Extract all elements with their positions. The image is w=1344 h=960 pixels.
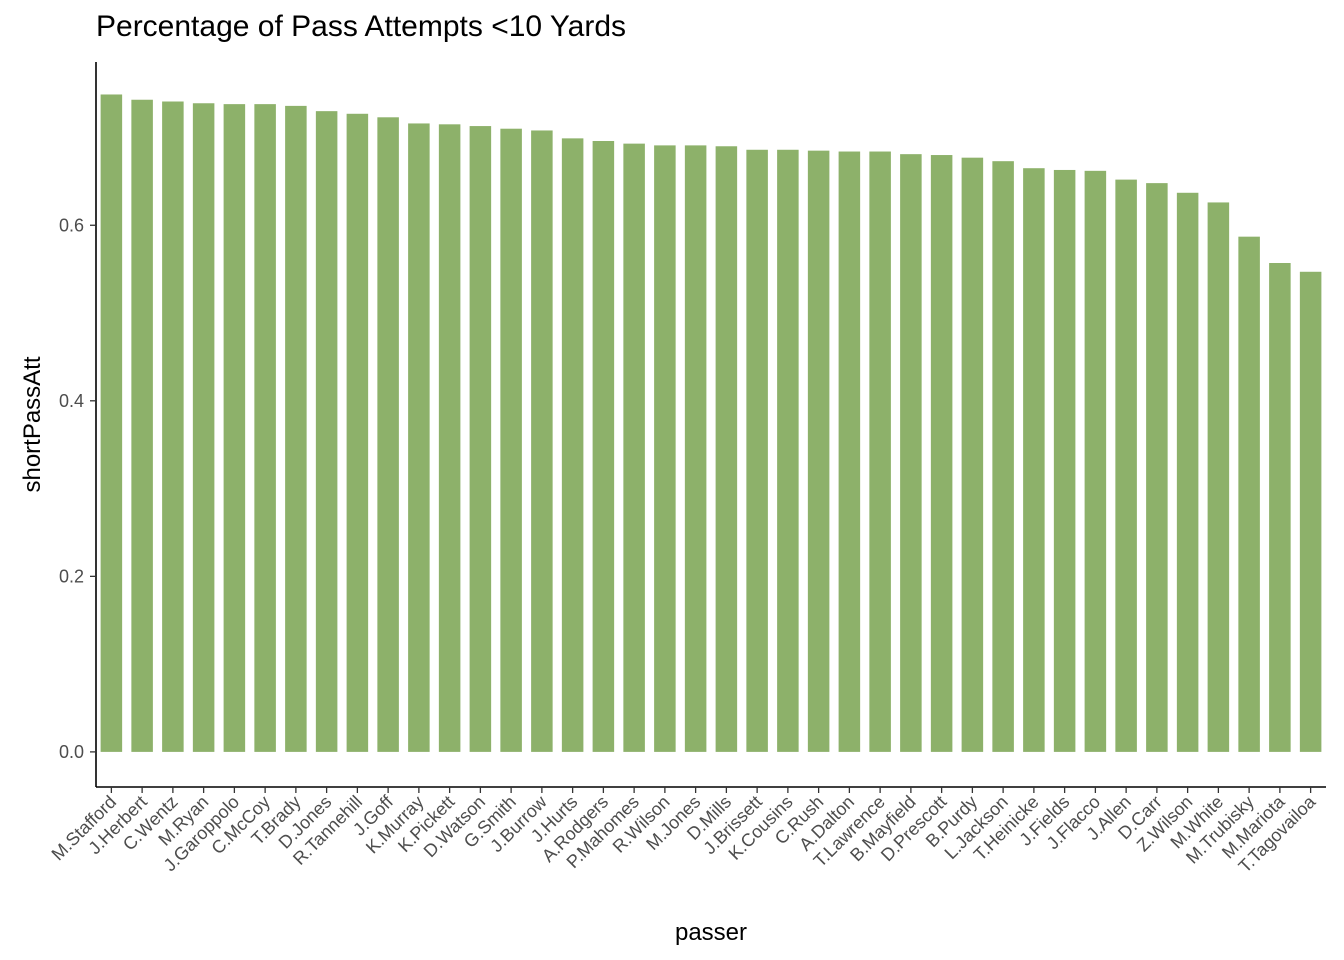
bar-C.Rush <box>807 150 830 752</box>
bar-C.Wentz <box>162 101 184 752</box>
x-axis-title: passer <box>675 919 747 946</box>
bar-M.Jones <box>684 145 707 752</box>
bar-T.Heinicke <box>1023 168 1045 752</box>
bar-D.Carr <box>1146 183 1168 752</box>
bar-K.Pickett <box>438 124 461 752</box>
chart-title: Percentage of Pass Attempts <10 Yards <box>96 10 627 43</box>
bar-B.Mayfield <box>900 154 922 752</box>
bar-J.Hurts <box>561 138 584 752</box>
bar-A.Rodgers <box>592 140 615 752</box>
bar-J.Burrow <box>531 130 553 752</box>
bar-R.Tannehill <box>346 113 369 752</box>
y-axis-title: shortPassAtt <box>19 356 46 492</box>
bar-J.Fields <box>1053 169 1076 752</box>
bar-T.Tagovailoa <box>1299 271 1322 752</box>
bar-G.Smith <box>500 128 522 752</box>
bar-J.Flacco <box>1084 170 1107 752</box>
bar-J.Garoppolo <box>223 104 246 752</box>
bar-K.Murray <box>408 123 430 752</box>
bar-D.Jones <box>315 111 338 752</box>
bar-C.McCoy <box>254 104 276 752</box>
y-tick-label: 0.6 <box>59 215 84 235</box>
bar-M.White <box>1207 202 1230 752</box>
y-tick-label: 0.0 <box>59 742 84 762</box>
y-tick-label: 0.2 <box>59 566 84 586</box>
bar-R.Wilson <box>654 145 676 752</box>
x-axis-ticks: M.StaffordJ.HerbertC.WentzM.RyanJ.Garopp… <box>48 787 1320 877</box>
bar-T.Lawrence <box>869 151 891 752</box>
bar-T.Brady <box>285 105 307 752</box>
bar-M.Mariota <box>1269 262 1291 752</box>
bar-M.Trubisky <box>1238 236 1260 752</box>
bar-D.Watson <box>469 126 492 752</box>
y-axis-ticks: 0.0 0.2 0.4 0.6 <box>59 215 96 762</box>
bar-D.Mills <box>715 146 738 752</box>
bar-B.Purdy <box>961 157 984 752</box>
y-tick-label: 0.4 <box>59 391 84 411</box>
bar-J.Brissett <box>746 149 768 752</box>
bar-M.Stafford <box>100 94 123 752</box>
bar-P.Mahomes <box>623 143 645 752</box>
bar-Z.Wilson <box>1176 192 1199 752</box>
bar-J.Goff <box>377 117 399 752</box>
bars-group <box>100 94 1322 752</box>
bar-L.Jackson <box>992 161 1014 752</box>
bar-D.Prescott <box>930 155 953 752</box>
bar-J.Allen <box>1115 179 1137 752</box>
bar-J.Herbert <box>131 99 153 752</box>
bar-A.Dalton <box>838 151 861 752</box>
bar-K.Cousins <box>777 149 799 752</box>
bar-M.Ryan <box>192 103 215 752</box>
